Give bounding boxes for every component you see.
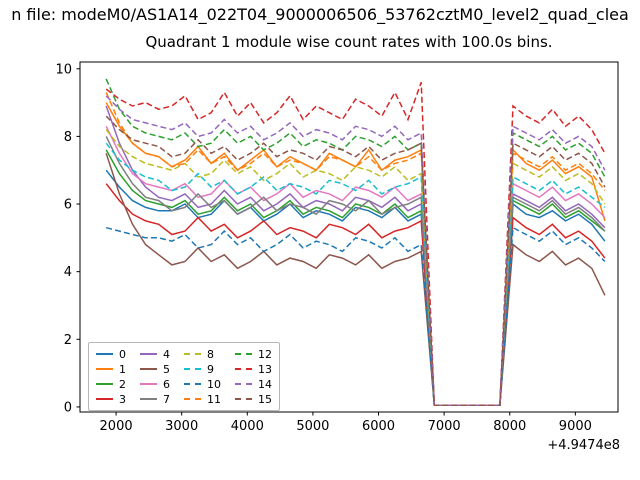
legend-label: 11: [207, 392, 221, 406]
series-line-13: [105, 82, 606, 406]
x-tick-label: 4000: [231, 419, 264, 434]
legend-item-4: 4: [140, 347, 170, 361]
legend-line-sample: [184, 368, 201, 370]
legend-label: 1: [119, 362, 126, 376]
y-tick-label: 10: [55, 62, 72, 77]
legend-label: 14: [258, 377, 272, 391]
legend-label: 10: [207, 377, 221, 391]
series-line-10: [106, 226, 606, 406]
legend-line-sample: [140, 383, 157, 385]
legend-line-sample: [235, 353, 252, 355]
legend-item-7: 7: [140, 392, 170, 406]
legend-item-8: 8: [184, 347, 221, 361]
legend-label: 0: [119, 347, 126, 361]
legend-item-2: 2: [96, 377, 126, 391]
legend-label: 6: [163, 377, 170, 391]
x-tick-label: 7000: [428, 419, 461, 434]
x-tick-label: 2000: [100, 419, 133, 434]
y-tick-label: 4: [64, 265, 72, 280]
legend-label: 4: [163, 347, 170, 361]
legend-label: 3: [119, 392, 126, 406]
x-tick-label: 9000: [559, 419, 592, 434]
series-line-4: [105, 105, 606, 406]
series-line-3: [105, 183, 606, 406]
legend-item-0: 0: [96, 347, 126, 361]
legend-line-sample: [140, 353, 157, 355]
series-line-2: [105, 149, 606, 406]
legend-label: 8: [207, 347, 214, 361]
y-tick-label: 2: [64, 333, 72, 348]
legend-line-sample: [235, 383, 252, 385]
legend-item-6: 6: [140, 377, 170, 391]
legend-item-1: 1: [96, 362, 126, 376]
legend-line-sample: [96, 368, 113, 370]
legend-item-5: 5: [140, 362, 170, 376]
x-tick-label: 5000: [296, 419, 329, 434]
legend-label: 5: [163, 362, 170, 376]
legend-line-sample: [96, 383, 113, 385]
legend-item-9: 9: [184, 362, 221, 376]
figure-suptitle: n file: modeM0/AS1A14_022T04_9000006506_…: [0, 5, 640, 24]
series-line-11: [105, 92, 606, 406]
legend-label: 2: [119, 377, 126, 391]
legend-line-sample: [184, 398, 201, 400]
legend-label: 9: [207, 362, 214, 376]
y-tick-label: 6: [64, 198, 72, 213]
legend-item-11: 11: [184, 392, 221, 406]
series-line-7: [105, 136, 606, 406]
x-tick-label: 6000: [362, 419, 395, 434]
x-tick-label: 3000: [165, 419, 198, 434]
series-line-12: [105, 78, 606, 406]
legend-label: 13: [258, 362, 272, 376]
legend-label: 15: [258, 392, 272, 406]
series-line-14: [105, 95, 606, 406]
series-line-15: [105, 115, 606, 406]
legend-label: 12: [258, 347, 272, 361]
legend-line-sample: [96, 353, 113, 355]
series-line-6: [105, 125, 606, 406]
series-line-1: [105, 102, 606, 406]
legend-item-15: 15: [235, 392, 272, 406]
series-line-9: [105, 142, 606, 406]
legend-item-12: 12: [235, 347, 272, 361]
legend-line-sample: [140, 368, 157, 370]
legend-item-10: 10: [184, 377, 221, 391]
series-line-8: [105, 129, 606, 406]
legend-line-sample: [235, 398, 252, 400]
legend-line-sample: [235, 368, 252, 370]
legend-item-3: 3: [96, 392, 126, 406]
legend-line-sample: [184, 353, 201, 355]
axes-title: Quadrant 1 module wise count rates with …: [145, 33, 553, 51]
figure-suptitle-text: n file: modeM0/AS1A14_022T04_9000006506_…: [11, 5, 629, 24]
x-tick-label: 8000: [493, 419, 526, 434]
legend: 0 1 2 3 4 5 6 7 8 9 10 11 12 13 14 15: [88, 342, 280, 411]
axes-spines: [79, 61, 619, 413]
series-line-0: [105, 169, 606, 406]
legend-line-sample: [140, 398, 157, 400]
legend-item-14: 14: [235, 377, 272, 391]
legend-item-13: 13: [235, 362, 272, 376]
y-tick-label: 0: [64, 400, 72, 415]
legend-line-sample: [96, 398, 113, 400]
y-tick-label: 8: [64, 130, 72, 145]
x-axis-offset-label: +4.9474e8: [547, 438, 620, 453]
legend-line-sample: [184, 383, 201, 385]
legend-label: 7: [163, 392, 170, 406]
series-line-5: [105, 153, 606, 406]
